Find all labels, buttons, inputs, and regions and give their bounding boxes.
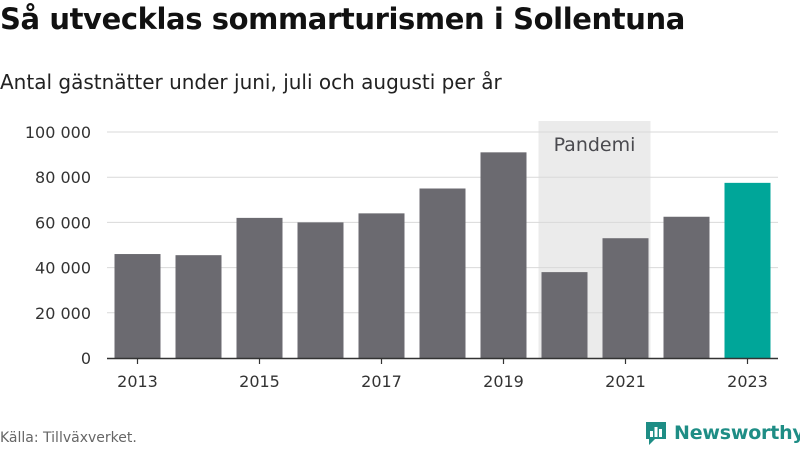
bar-2019 <box>480 152 527 358</box>
bar-2020 <box>541 272 588 358</box>
newsworthy-logo-icon <box>646 422 666 445</box>
x-tick-label: 2013 <box>117 372 158 391</box>
bar-2015 <box>236 217 283 358</box>
logo-text: Newsworthy <box>674 422 800 444</box>
bar-2014 <box>175 255 222 358</box>
y-tick-label: 40 000 <box>35 259 91 278</box>
x-tick-label: 2021 <box>605 372 646 391</box>
chart-subtitle: Antal gästnätter under juni, juli och au… <box>0 70 502 94</box>
bars <box>114 152 771 358</box>
bar-2023 <box>724 182 771 358</box>
y-tick-label: 20 000 <box>35 304 91 323</box>
x-tick-label: 2023 <box>727 372 768 391</box>
bar-2018 <box>419 188 466 358</box>
bar-chart: Pandemi 0 20 000 40 000 60 000 80 000 100 000… <box>25 121 778 391</box>
y-tick-label: 80 000 <box>35 168 91 187</box>
x-tick-label: 2019 <box>483 372 524 391</box>
bar-2016 <box>297 222 344 358</box>
bar-2013 <box>114 254 161 358</box>
x-tick-label: 2015 <box>239 372 280 391</box>
bar-2021 <box>602 238 649 358</box>
y-axis-labels: 0 20 000 40 000 60 000 80 000 100 000 <box>25 123 91 368</box>
bar-2022 <box>663 216 710 358</box>
x-axis <box>107 357 778 364</box>
chart-title: Så utvecklas sommarturismen i Sollentuna <box>0 2 685 36</box>
x-axis-labels: 2013 2015 2017 2019 2021 2023 <box>117 372 768 391</box>
source-note: Källa: Tillväxverket. <box>0 430 137 446</box>
y-tick-label: 100 000 <box>25 123 91 142</box>
pandemic-label: Pandemi <box>554 134 636 156</box>
newsworthy-logo: Newsworthy <box>644 420 800 446</box>
bar-2017 <box>358 213 405 358</box>
y-tick-label: 0 <box>81 349 91 368</box>
x-tick-label: 2017 <box>361 372 402 391</box>
y-tick-label: 60 000 <box>35 213 91 232</box>
